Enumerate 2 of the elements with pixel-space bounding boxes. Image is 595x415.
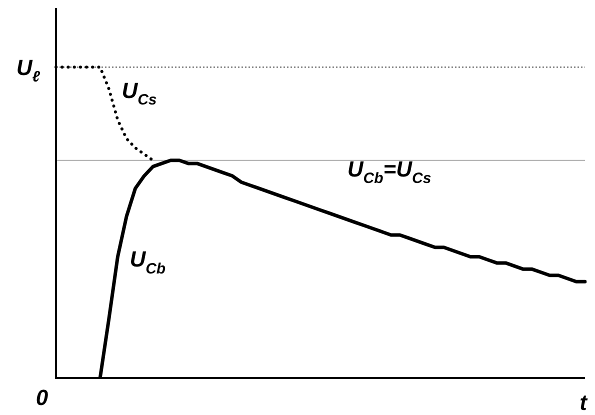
x-axis-title: t	[580, 390, 589, 415]
text: 0	[36, 385, 49, 410]
